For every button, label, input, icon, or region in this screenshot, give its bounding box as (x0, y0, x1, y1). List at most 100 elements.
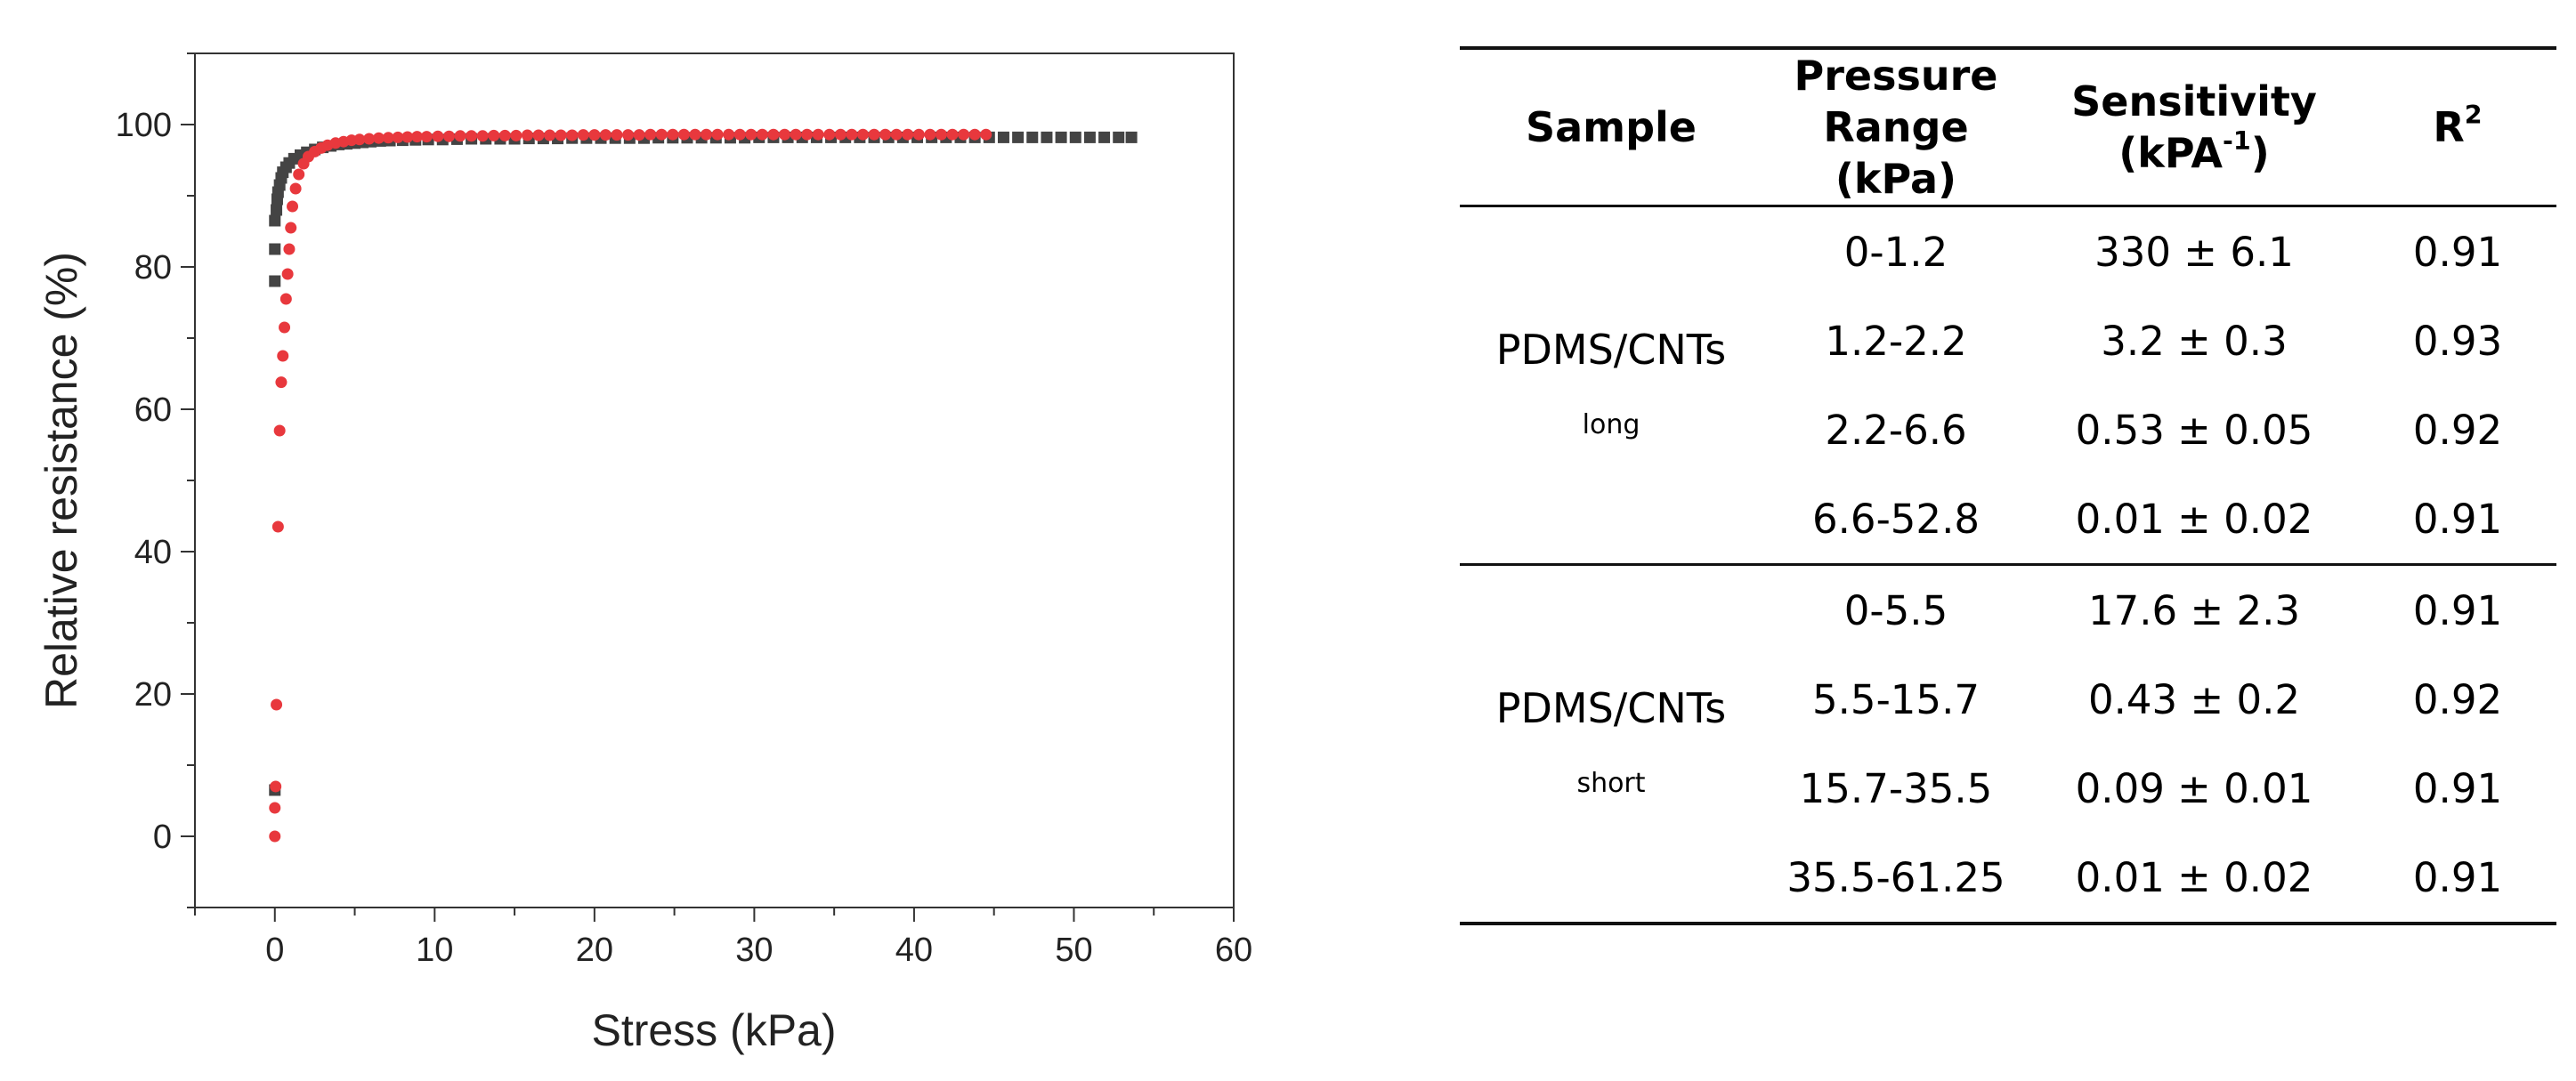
data-point (271, 520, 284, 533)
data-point (392, 131, 404, 143)
data-point (577, 129, 589, 141)
table-row: PDMS/CNTs short 0-5.5 17.6 ± 2.3 0.91 (1460, 565, 2556, 800)
data-point (293, 168, 305, 181)
data-point (958, 128, 970, 141)
sample-name: PDMS/CNTs (1495, 326, 1727, 374)
data-point (633, 129, 645, 141)
data-point (778, 128, 790, 141)
x-tick-label: 50 (1055, 932, 1092, 969)
data-point (279, 321, 291, 334)
data-point (420, 131, 433, 143)
range-cell: 35.5-61.25 (1786, 853, 2005, 901)
range-cell: 6.6-52.8 (1812, 495, 1980, 543)
data-point (285, 222, 297, 234)
r2-cell: 0.93 (2412, 317, 2503, 365)
data-point (488, 129, 500, 141)
table-row: 35.5-61.25 0.01 ± 0.02 0.91 (1460, 833, 2556, 924)
data-point (287, 200, 299, 213)
data-point (521, 129, 533, 141)
y-axis-ticks: 0 20 40 60 80 100 (116, 52, 195, 908)
y-axis-label: Relative resistance (%) (36, 252, 86, 709)
data-point (466, 130, 478, 142)
data-point (946, 128, 959, 141)
data-point (622, 129, 635, 141)
y-tick-label: 40 (134, 534, 172, 571)
x-axis-ticks: 0 10 20 30 40 50 60 (194, 908, 1252, 969)
data-point (912, 128, 925, 141)
data-point (812, 128, 824, 141)
data-point (1012, 131, 1025, 143)
data-point (667, 128, 679, 141)
sensitivity-cell: 0.43 ± 0.2 (2087, 675, 2301, 723)
data-point (879, 128, 892, 141)
data-point (271, 698, 283, 711)
y-tick-label: 80 (134, 249, 172, 286)
group-short: PDMS/CNTs short 0-5.5 17.6 ± 2.3 0.91 5.… (1460, 565, 2556, 924)
data-point (723, 128, 735, 141)
data-point (289, 182, 302, 195)
x-tick-label: 10 (416, 932, 453, 969)
data-point (555, 129, 567, 141)
sensitivity-cell: 330 ± 6.1 (2094, 228, 2294, 276)
data-point (270, 780, 282, 793)
r2-cell: 0.92 (2412, 675, 2503, 723)
data-point (382, 132, 394, 144)
table-row: 5.5-15.7 0.43 ± 0.2 0.92 (1460, 655, 2556, 744)
data-point (823, 128, 836, 141)
data-point (846, 128, 858, 141)
data-point (902, 128, 914, 141)
header-sensitivity: Sensitivity (kPA-1) (2071, 77, 2317, 177)
sample-subscript: short (1576, 768, 1646, 799)
data-point (997, 131, 1009, 143)
data-point (767, 128, 780, 141)
data-point (701, 128, 713, 141)
x-axis-label: Stress (kPa) (591, 1005, 836, 1055)
sensitivity-cell: 0.01 ± 0.02 (2075, 853, 2313, 901)
data-point (411, 131, 424, 143)
table-row: 6.6-52.8 0.01 ± 0.02 0.91 (1460, 474, 2556, 565)
r2-cell: 0.91 (2412, 228, 2503, 276)
data-point (510, 129, 522, 141)
x-tick-label: 60 (1215, 932, 1252, 969)
r2-cell: 0.91 (2412, 495, 2503, 543)
data-point (1125, 131, 1138, 143)
data-point (968, 128, 981, 141)
sample-subscript: long (1582, 409, 1640, 440)
data-point (644, 128, 657, 141)
sample-cell-short: PDMS/CNTs short (1460, 565, 1762, 924)
data-point (924, 128, 936, 141)
data-point (1113, 131, 1125, 143)
data-point (442, 130, 455, 142)
data-point (372, 132, 385, 144)
data-point (1069, 131, 1081, 143)
range-cell: 15.7-35.5 (1799, 764, 1993, 812)
range-cell: 0-5.5 (1843, 586, 1948, 634)
x-tick-label: 30 (735, 932, 773, 969)
sensitivity-cell: 0.09 ± 0.01 (2075, 764, 2313, 812)
sensitivity-cell: 0.53 ± 0.05 (2075, 406, 2313, 454)
data-point (281, 268, 294, 280)
data-point (363, 133, 376, 145)
r2-cell: 0.92 (2412, 406, 2503, 454)
data-point (1041, 131, 1053, 143)
data-point (454, 130, 466, 142)
data-point (269, 243, 281, 255)
data-point (834, 128, 847, 141)
table-row: 15.7-35.5 0.09 ± 0.01 0.91 (1460, 744, 2556, 833)
data-point (269, 830, 281, 843)
r2-cell: 0.91 (2412, 586, 2503, 634)
range-cell: 0-1.2 (1843, 228, 1948, 276)
data-point (283, 243, 296, 255)
x-tick-label: 20 (576, 932, 613, 969)
data-point (868, 128, 880, 141)
data-point (677, 128, 690, 141)
sensitivity-table: Sample Pressure Range (kPa) Sensitivity … (1460, 46, 2556, 925)
plot-frame (194, 52, 1235, 908)
data-point (856, 128, 869, 141)
data-point (269, 214, 281, 227)
group-long: PDMS/CNTs long 0-1.2 330 ± 6.1 0.91 1.2-… (1460, 206, 2556, 565)
sensitivity-cell: 3.2 ± 0.3 (2101, 317, 2288, 365)
x-tick-label: 40 (895, 932, 933, 969)
series-1 (269, 128, 992, 843)
